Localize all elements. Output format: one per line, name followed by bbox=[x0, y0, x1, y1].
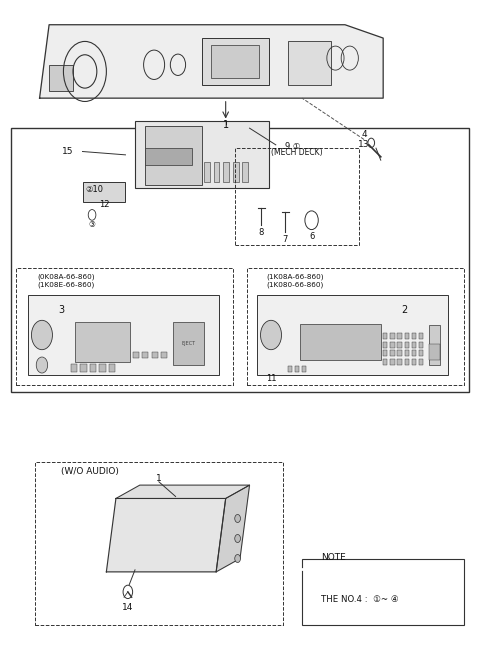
Bar bbox=[99, 364, 106, 372]
Bar bbox=[412, 333, 416, 339]
Polygon shape bbox=[107, 498, 226, 572]
Bar bbox=[429, 344, 441, 360]
Bar bbox=[132, 352, 139, 358]
Text: 2: 2 bbox=[401, 305, 408, 315]
Bar bbox=[412, 342, 416, 348]
Bar bbox=[142, 352, 148, 358]
Bar bbox=[16, 268, 233, 385]
Text: 8: 8 bbox=[259, 228, 264, 237]
Circle shape bbox=[235, 555, 240, 563]
Bar bbox=[397, 359, 402, 365]
Text: 7: 7 bbox=[283, 235, 288, 244]
Text: THE NO.4 :  ①~ ④: THE NO.4 : ①~ ④ bbox=[321, 596, 399, 604]
Bar bbox=[412, 350, 416, 356]
Bar bbox=[75, 322, 130, 362]
Text: ②10: ②10 bbox=[85, 185, 104, 194]
Text: 11: 11 bbox=[266, 374, 276, 383]
Bar bbox=[152, 352, 158, 358]
Text: EJECT: EJECT bbox=[182, 340, 196, 346]
Bar bbox=[211, 45, 259, 78]
Bar bbox=[90, 364, 96, 372]
Circle shape bbox=[235, 535, 240, 543]
Bar bbox=[302, 366, 306, 372]
Bar bbox=[223, 161, 229, 182]
Bar bbox=[383, 359, 387, 365]
Bar bbox=[383, 350, 387, 356]
Bar bbox=[397, 342, 402, 348]
Polygon shape bbox=[116, 485, 250, 498]
Bar bbox=[302, 559, 464, 625]
Circle shape bbox=[36, 357, 48, 373]
Bar bbox=[397, 333, 402, 339]
Bar bbox=[202, 38, 269, 85]
Bar bbox=[173, 322, 204, 365]
Bar bbox=[28, 295, 218, 375]
Bar bbox=[405, 342, 409, 348]
Bar bbox=[419, 342, 423, 348]
Bar bbox=[383, 333, 387, 339]
Text: ③: ③ bbox=[89, 220, 96, 229]
Text: (MECH DECK): (MECH DECK) bbox=[272, 148, 323, 157]
Bar bbox=[144, 126, 202, 185]
Bar bbox=[288, 366, 292, 372]
Bar bbox=[405, 359, 409, 365]
Text: NOTE: NOTE bbox=[321, 553, 346, 562]
Bar bbox=[247, 268, 464, 385]
Bar bbox=[80, 364, 87, 372]
Bar bbox=[235, 148, 360, 245]
Text: (0K08A-66-860): (0K08A-66-860) bbox=[37, 273, 95, 279]
Bar bbox=[49, 65, 73, 92]
Bar bbox=[412, 359, 416, 365]
Text: 4: 4 bbox=[361, 131, 367, 139]
Bar bbox=[233, 161, 239, 182]
Text: 12: 12 bbox=[99, 200, 109, 210]
Text: 6: 6 bbox=[309, 232, 314, 241]
Bar bbox=[144, 148, 192, 165]
Bar bbox=[390, 333, 395, 339]
Polygon shape bbox=[216, 485, 250, 572]
Text: 9 ①: 9 ① bbox=[285, 141, 300, 151]
Bar bbox=[390, 350, 395, 356]
Bar bbox=[135, 121, 269, 188]
Bar bbox=[397, 350, 402, 356]
Text: (1K08A-66-860): (1K08A-66-860) bbox=[266, 273, 324, 279]
Circle shape bbox=[32, 320, 52, 350]
Circle shape bbox=[261, 320, 281, 350]
Text: 3: 3 bbox=[58, 305, 64, 315]
Bar bbox=[300, 324, 381, 360]
Text: (W/O AUDIO): (W/O AUDIO) bbox=[61, 467, 119, 476]
Bar bbox=[405, 333, 409, 339]
Bar bbox=[257, 295, 447, 375]
Bar bbox=[242, 161, 248, 182]
Bar bbox=[214, 161, 219, 182]
Bar bbox=[390, 342, 395, 348]
Bar bbox=[83, 182, 125, 202]
Bar bbox=[295, 366, 299, 372]
Bar bbox=[419, 350, 423, 356]
Bar bbox=[35, 462, 283, 625]
Bar bbox=[71, 364, 77, 372]
Bar bbox=[419, 333, 423, 339]
Text: (1K080-66-860): (1K080-66-860) bbox=[266, 281, 324, 288]
Polygon shape bbox=[39, 25, 383, 98]
Text: (1K08E-66-860): (1K08E-66-860) bbox=[37, 281, 95, 288]
Text: 1: 1 bbox=[223, 120, 229, 130]
Bar bbox=[429, 325, 441, 365]
Text: 15: 15 bbox=[62, 147, 74, 156]
Bar bbox=[204, 161, 210, 182]
Text: 13: 13 bbox=[359, 140, 370, 149]
Bar bbox=[405, 350, 409, 356]
Text: 1: 1 bbox=[156, 474, 162, 483]
Bar bbox=[11, 128, 469, 392]
Bar bbox=[383, 342, 387, 348]
Bar bbox=[109, 364, 116, 372]
Bar bbox=[390, 359, 395, 365]
Bar bbox=[288, 42, 331, 85]
Circle shape bbox=[235, 515, 240, 523]
Bar bbox=[161, 352, 168, 358]
Text: 14: 14 bbox=[122, 603, 133, 612]
Bar bbox=[419, 359, 423, 365]
